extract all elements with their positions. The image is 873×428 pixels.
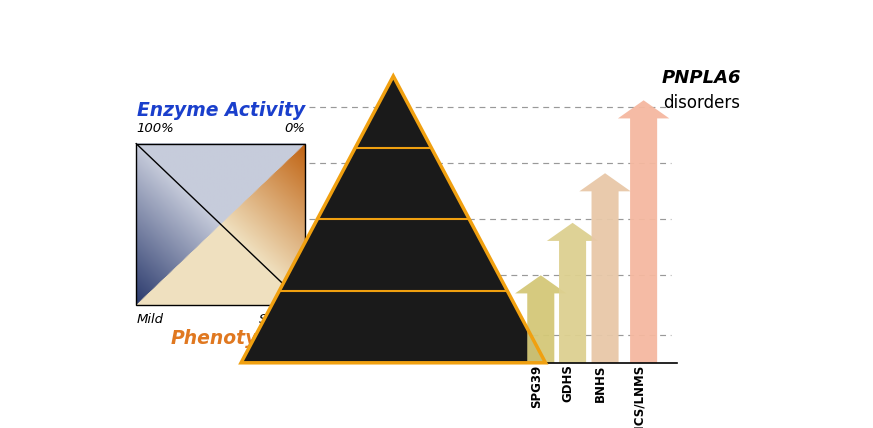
Polygon shape	[241, 76, 546, 363]
Polygon shape	[515, 275, 567, 363]
Bar	[136, 144, 306, 305]
Text: 100%: 100%	[136, 122, 174, 135]
Text: OMCS/LNMS: OMCS/LNMS	[633, 365, 646, 428]
Text: Mild: Mild	[136, 313, 163, 327]
Text: PNPLA6: PNPLA6	[662, 69, 741, 87]
Polygon shape	[580, 173, 631, 363]
Text: BNHS: BNHS	[595, 365, 607, 402]
Text: GDHS: GDHS	[561, 365, 574, 402]
Polygon shape	[618, 100, 670, 363]
Text: Severe: Severe	[259, 313, 306, 327]
Text: 0%: 0%	[285, 122, 306, 135]
Text: SPG39: SPG39	[530, 365, 543, 408]
Polygon shape	[546, 223, 598, 363]
Text: Enzyme Activity: Enzyme Activity	[137, 101, 305, 120]
Text: Phenotype: Phenotype	[171, 329, 285, 348]
Text: disorders: disorders	[663, 94, 739, 112]
